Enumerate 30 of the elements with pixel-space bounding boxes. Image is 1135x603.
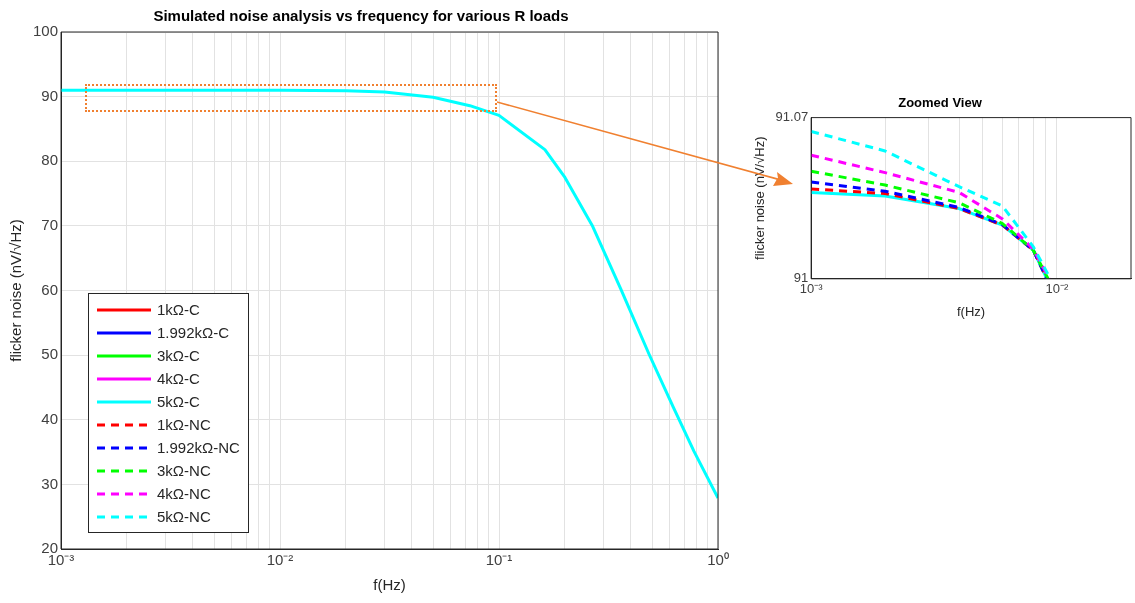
legend-label: 4kΩ-C	[157, 370, 200, 387]
x-tick-label: 10⁰	[707, 551, 729, 569]
y-tick-label: 50	[41, 345, 59, 363]
y-tick-label: 100	[33, 22, 59, 40]
y-tick-label: 70	[41, 216, 59, 234]
y-axis-title: flicker noise (nV/√Hz)	[7, 219, 25, 362]
x-tick-label: 10⁻²	[266, 551, 294, 569]
legend-label: 5kΩ-C	[157, 393, 200, 410]
chart-title: Simulated noise analysis vs frequency for various R loads	[153, 7, 569, 25]
y-tick-label: 60	[41, 280, 59, 298]
legend-label: 1.992kΩ-C	[157, 324, 230, 341]
legend-label: 1kΩ-C	[157, 301, 200, 318]
legend-label: 5kΩ-NC	[157, 508, 211, 525]
y-tick-label: 90	[41, 86, 59, 104]
x-tick-label: 10⁻²	[1045, 281, 1070, 297]
legend-label: 3kΩ-C	[157, 347, 200, 364]
legend-label: 4kΩ-NC	[157, 485, 211, 502]
legend-label: 3kΩ-NC	[157, 462, 211, 479]
legend-label: 1kΩ-NC	[157, 416, 211, 433]
x-tick-label: 10⁻¹	[485, 551, 513, 569]
legend-label: 1.992kΩ-NC	[157, 439, 240, 456]
y-axis-title: flicker noise (nV/√Hz)	[752, 136, 768, 260]
y-tick-label: 80	[41, 151, 59, 169]
chart-title: Zoomed View	[898, 95, 983, 111]
x-tick-label: 10⁻³	[799, 281, 824, 297]
x-axis-title: f(Hz)	[373, 576, 406, 594]
y-tick-label: 30	[41, 474, 59, 492]
x-axis-title: f(Hz)	[956, 303, 986, 319]
y-tick-label: 40	[41, 409, 59, 427]
y-tick-label: 91.07	[775, 109, 809, 125]
